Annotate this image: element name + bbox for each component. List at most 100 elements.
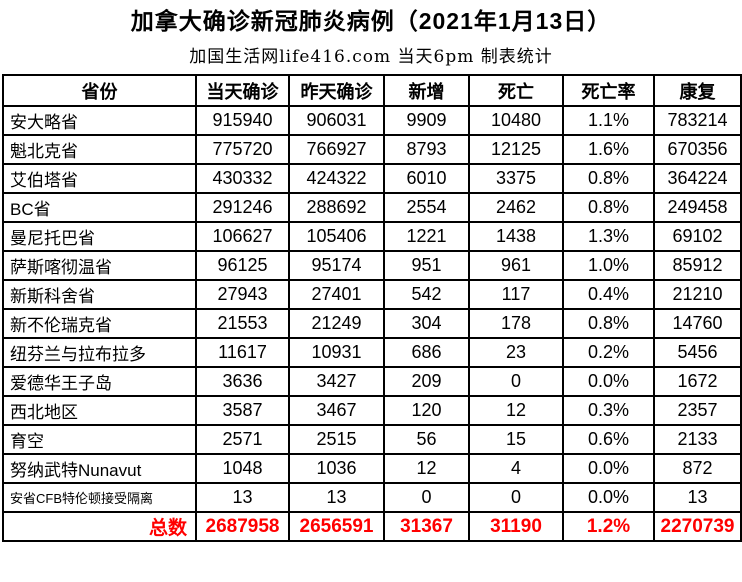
recovered-cell: 783214 [653, 105, 742, 136]
total-label-cell: 总数 [2, 511, 197, 542]
yesterday-cell: 13 [288, 482, 385, 513]
death-rate-cell: 0.4% [562, 279, 655, 310]
yesterday-cell: 3467 [288, 395, 385, 426]
table-row: 萨斯喀彻温省 96125 95174 951 961 1.0% 85912 [2, 250, 742, 281]
total-yesterday-cell: 2656591 [288, 511, 385, 542]
covid-stats-table: 省份 当天确诊 昨天确诊 新增 死亡 死亡率 康复 安大略省 915940 90… [2, 74, 742, 542]
today-cell: 27943 [195, 279, 290, 310]
province-cell: 新斯科舍省 [2, 279, 197, 310]
recovered-cell: 14760 [653, 308, 742, 339]
table-row: 安省CFB特伦顿接受隔离 13 13 0 0 0.0% 13 [2, 482, 742, 513]
yesterday-cell: 1036 [288, 453, 385, 484]
table-row: BC省 291246 288692 2554 2462 0.8% 249458 [2, 192, 742, 223]
death-rate-cell: 0.8% [562, 192, 655, 223]
column-header-province: 省份 [2, 74, 197, 107]
table-row: 新斯科舍省 27943 27401 542 117 0.4% 21210 [2, 279, 742, 310]
new-cases-cell: 8793 [383, 134, 470, 165]
table-row: 魁北克省 775720 766927 8793 12125 1.6% 67035… [2, 134, 742, 165]
total-today-cell: 2687958 [195, 511, 290, 542]
yesterday-cell: 424322 [288, 163, 385, 194]
today-cell: 11617 [195, 337, 290, 368]
total-recovered-cell: 2270739 [653, 511, 742, 542]
table-row: 爱德华王子岛 3636 3427 209 0 0.0% 1672 [2, 366, 742, 397]
deaths-cell: 4 [468, 453, 564, 484]
recovered-cell: 5456 [653, 337, 742, 368]
province-cell: 新不伦瑞克省 [2, 308, 197, 339]
new-cases-cell: 6010 [383, 163, 470, 194]
new-cases-cell: 56 [383, 424, 470, 455]
yesterday-cell: 21249 [288, 308, 385, 339]
new-cases-cell: 542 [383, 279, 470, 310]
total-new-cases-cell: 31367 [383, 511, 470, 542]
deaths-cell: 178 [468, 308, 564, 339]
table-row: 育空 2571 2515 56 15 0.6% 2133 [2, 424, 742, 455]
today-cell: 2571 [195, 424, 290, 455]
deaths-cell: 23 [468, 337, 564, 368]
deaths-cell: 961 [468, 250, 564, 281]
death-rate-cell: 0.8% [562, 308, 655, 339]
page-title: 加拿大确诊新冠肺炎病例（2021年1月13日） [130, 8, 612, 34]
recovered-cell: 21210 [653, 279, 742, 310]
recovered-cell: 872 [653, 453, 742, 484]
today-cell: 430332 [195, 163, 290, 194]
yesterday-cell: 95174 [288, 250, 385, 281]
yesterday-cell: 288692 [288, 192, 385, 223]
column-header-deaths: 死亡 [468, 74, 564, 107]
page-subtitle: 加国生活网life416.com 当天6pm 制表统计 [189, 47, 553, 67]
death-rate-cell: 0.0% [562, 482, 655, 513]
today-cell: 13 [195, 482, 290, 513]
yesterday-cell: 766927 [288, 134, 385, 165]
province-cell: 安省CFB特伦顿接受隔离 [2, 482, 197, 513]
column-header-yesterday: 昨天确诊 [288, 74, 385, 107]
yesterday-cell: 3427 [288, 366, 385, 397]
death-rate-cell: 1.3% [562, 221, 655, 252]
recovered-cell: 85912 [653, 250, 742, 281]
new-cases-cell: 9909 [383, 105, 470, 136]
death-rate-cell: 1.1% [562, 105, 655, 136]
total-deaths-cell: 31190 [468, 511, 564, 542]
column-header-new-cases: 新增 [383, 74, 470, 107]
new-cases-cell: 2554 [383, 192, 470, 223]
recovered-cell: 1672 [653, 366, 742, 397]
province-cell: 爱德华王子岛 [2, 366, 197, 397]
today-cell: 96125 [195, 250, 290, 281]
table-row: 新不伦瑞克省 21553 21249 304 178 0.8% 14760 [2, 308, 742, 339]
recovered-cell: 69102 [653, 221, 742, 252]
new-cases-cell: 12 [383, 453, 470, 484]
total-row: 总数 2687958 2656591 31367 31190 1.2% 2270… [2, 511, 742, 542]
deaths-cell: 3375 [468, 163, 564, 194]
death-rate-cell: 1.6% [562, 134, 655, 165]
new-cases-cell: 1221 [383, 221, 470, 252]
death-rate-cell: 0.8% [562, 163, 655, 194]
province-cell: 育空 [2, 424, 197, 455]
death-rate-cell: 0.0% [562, 366, 655, 397]
table-row: 艾伯塔省 430332 424322 6010 3375 0.8% 364224 [2, 163, 742, 194]
column-header-today: 当天确诊 [195, 74, 290, 107]
deaths-cell: 0 [468, 366, 564, 397]
yesterday-cell: 10931 [288, 337, 385, 368]
yesterday-cell: 2515 [288, 424, 385, 455]
yesterday-cell: 906031 [288, 105, 385, 136]
deaths-cell: 1438 [468, 221, 564, 252]
new-cases-cell: 0 [383, 482, 470, 513]
province-cell: 曼尼托巴省 [2, 221, 197, 252]
yesterday-cell: 27401 [288, 279, 385, 310]
recovered-cell: 2357 [653, 395, 742, 426]
deaths-cell: 12125 [468, 134, 564, 165]
province-cell: 纽芬兰与拉布拉多 [2, 337, 197, 368]
today-cell: 3587 [195, 395, 290, 426]
today-cell: 1048 [195, 453, 290, 484]
death-rate-cell: 0.2% [562, 337, 655, 368]
deaths-cell: 15 [468, 424, 564, 455]
province-cell: 萨斯喀彻温省 [2, 250, 197, 281]
province-cell: 安大略省 [2, 105, 197, 136]
recovered-cell: 2133 [653, 424, 742, 455]
deaths-cell: 117 [468, 279, 564, 310]
province-cell: BC省 [2, 192, 197, 223]
new-cases-cell: 209 [383, 366, 470, 397]
new-cases-cell: 686 [383, 337, 470, 368]
deaths-cell: 0 [468, 482, 564, 513]
table-row: 西北地区 3587 3467 120 12 0.3% 2357 [2, 395, 742, 426]
province-cell: 努纳武特Nunavut [2, 453, 197, 484]
table-row: 曼尼托巴省 106627 105406 1221 1438 1.3% 69102 [2, 221, 742, 252]
